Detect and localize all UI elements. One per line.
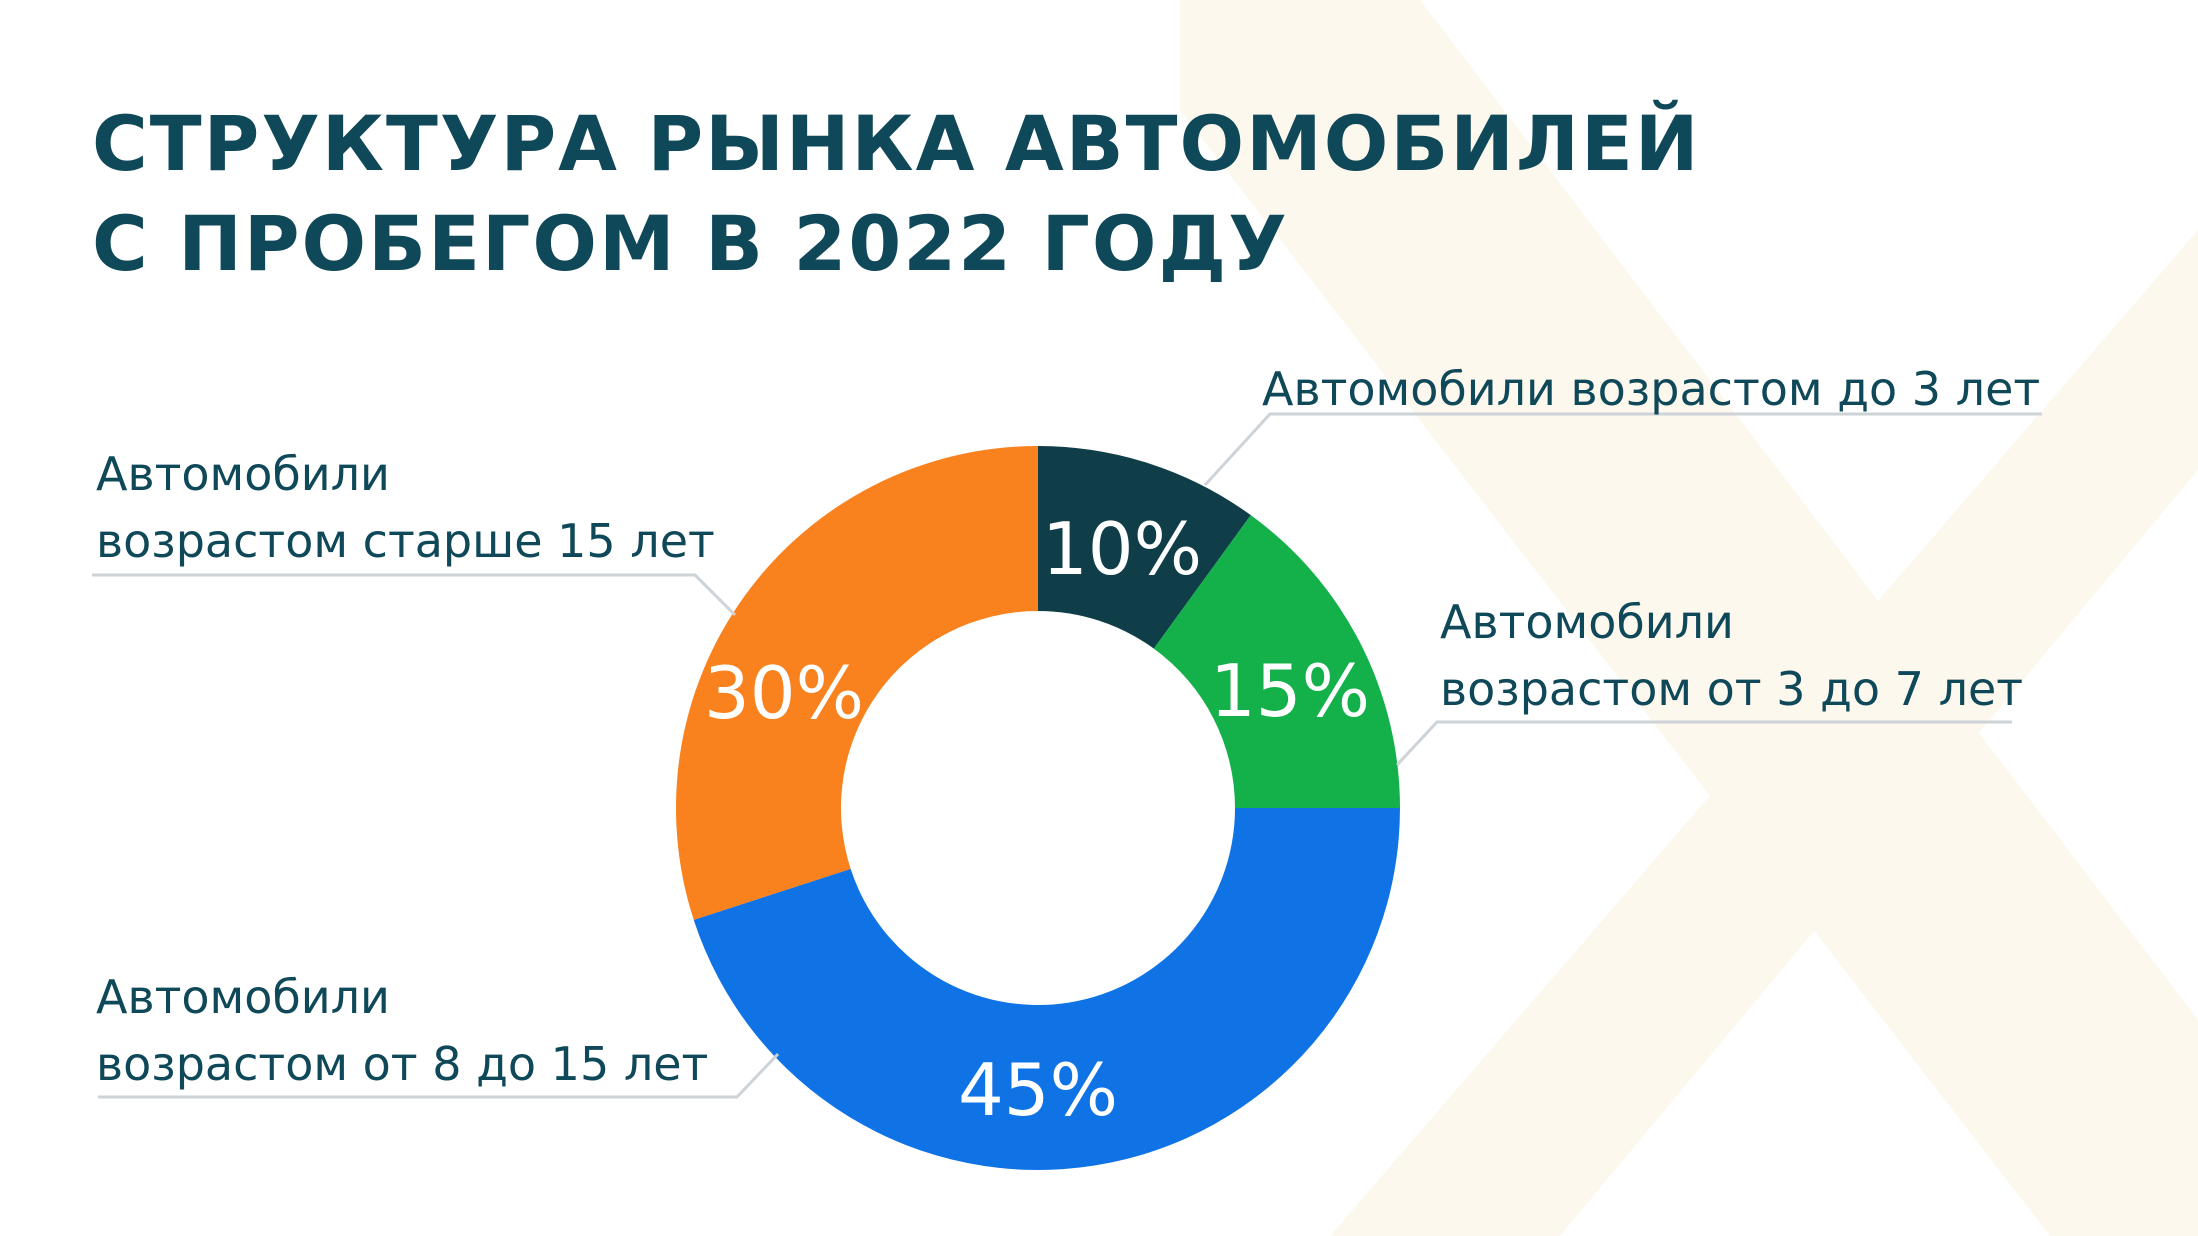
slice-under-3-years [1038,446,1251,649]
callout-label-8-to-15-years-line-1: Автомобили [96,970,390,1024]
value-label-under-3-years: 10% [1042,507,1202,591]
value-label-over-15-years: 30% [704,651,864,735]
slice-over-15-years [676,446,1038,920]
callout-label-under-3-years: Автомобили возрастом до 3 лет [1262,362,2040,416]
callout-label-3-to-7-years-line-1: Автомобили [1440,595,1734,649]
callout-label-3-to-7-years-line-2: возрастом от 3 до 7 лет [1440,662,2023,716]
slice-3-to-7-years [1153,515,1400,808]
slice-8-to-15-years [693,808,1400,1171]
background-watermark [1180,0,2198,1236]
callout-label-8-to-15-years-line-2: возрастом от 8 до 15 лет [96,1037,708,1091]
chart-title-line-1: СТРУКТУРА РЫНКА АВТОМОБИЛЕЙ [92,99,1701,188]
leader-line-over-15-years [92,573,737,617]
value-label-3-to-7-years: 15% [1210,649,1370,733]
chart-title-line-2: С ПРОБЕГОМ В 2022 ГОДУ [92,199,1289,288]
leader-line-under-3-years [1203,412,2042,487]
leader-line-3-to-7-years [1395,720,2012,767]
leader-line-8-to-15-years [98,1052,780,1099]
value-label-8-to-15-years: 45% [958,1048,1118,1132]
donut-chart [676,446,1400,1171]
callout-label-over-15-years-line-2: возрастом старше 15 лет [96,514,715,568]
watermark-stroke-a [1180,0,2198,1236]
watermark-stroke-b [1330,230,2198,1236]
callout-label-over-15-years-line-1: Автомобили [96,447,390,501]
